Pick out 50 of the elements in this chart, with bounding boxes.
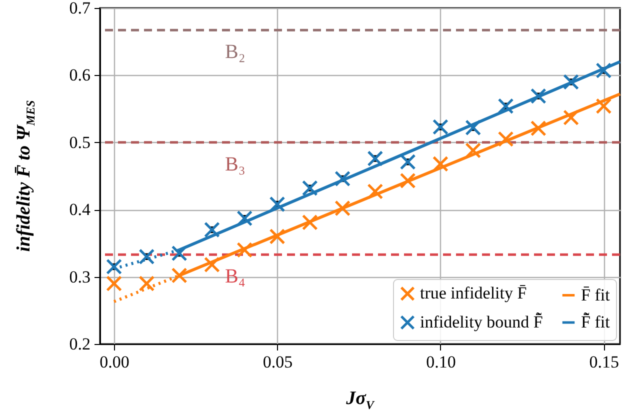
point (498, 131, 514, 147)
y-tick-label: 0.5 (69, 132, 90, 152)
point (465, 120, 482, 136)
point (334, 170, 350, 187)
point (269, 196, 286, 212)
x-axis-title: Jσ$_{V}$ (346, 388, 374, 413)
point (498, 98, 514, 114)
point (596, 98, 612, 114)
point (269, 228, 286, 244)
point (432, 156, 448, 172)
point (171, 245, 188, 262)
y-tick-label: 0.6 (69, 66, 90, 85)
point (530, 120, 546, 136)
point (465, 142, 482, 158)
x-tick-label: 0.05 (262, 352, 293, 372)
ref-line-label: B₄ (225, 266, 246, 288)
y-tick-label: 0.7 (69, 0, 91, 18)
ref-line-label: B₂ (225, 41, 246, 64)
y-tick-label: 0.4 (69, 200, 91, 220)
point (204, 256, 220, 273)
point (400, 154, 416, 170)
legend-label: F̄ fit (581, 285, 610, 304)
point (400, 172, 416, 189)
point (138, 248, 155, 265)
point (596, 62, 612, 78)
point (563, 110, 579, 126)
point (302, 180, 318, 196)
legend-label: infidelity bound F̃̄ (420, 312, 543, 332)
legend-label: true infidelity F̄ (420, 284, 527, 303)
point (204, 222, 220, 238)
y-tick-label: 0.3 (69, 267, 90, 286)
point (432, 118, 448, 135)
y-tick-label: 0.2 (69, 334, 90, 354)
x-tick-label: 0.15 (589, 352, 620, 372)
ref-line-label: B₃ (225, 153, 246, 176)
point (563, 74, 579, 90)
point (530, 88, 546, 104)
x-tick-label: 0.00 (100, 352, 130, 372)
point (236, 210, 253, 226)
point (367, 150, 384, 166)
point (106, 276, 122, 292)
legend-label: F̃̄ fit (581, 312, 610, 332)
point (334, 200, 350, 216)
point (138, 276, 155, 292)
point (106, 258, 122, 275)
point (236, 242, 253, 258)
x-tick-label: 0.10 (426, 352, 456, 372)
point (302, 214, 318, 230)
point (367, 184, 384, 200)
point (171, 268, 188, 284)
